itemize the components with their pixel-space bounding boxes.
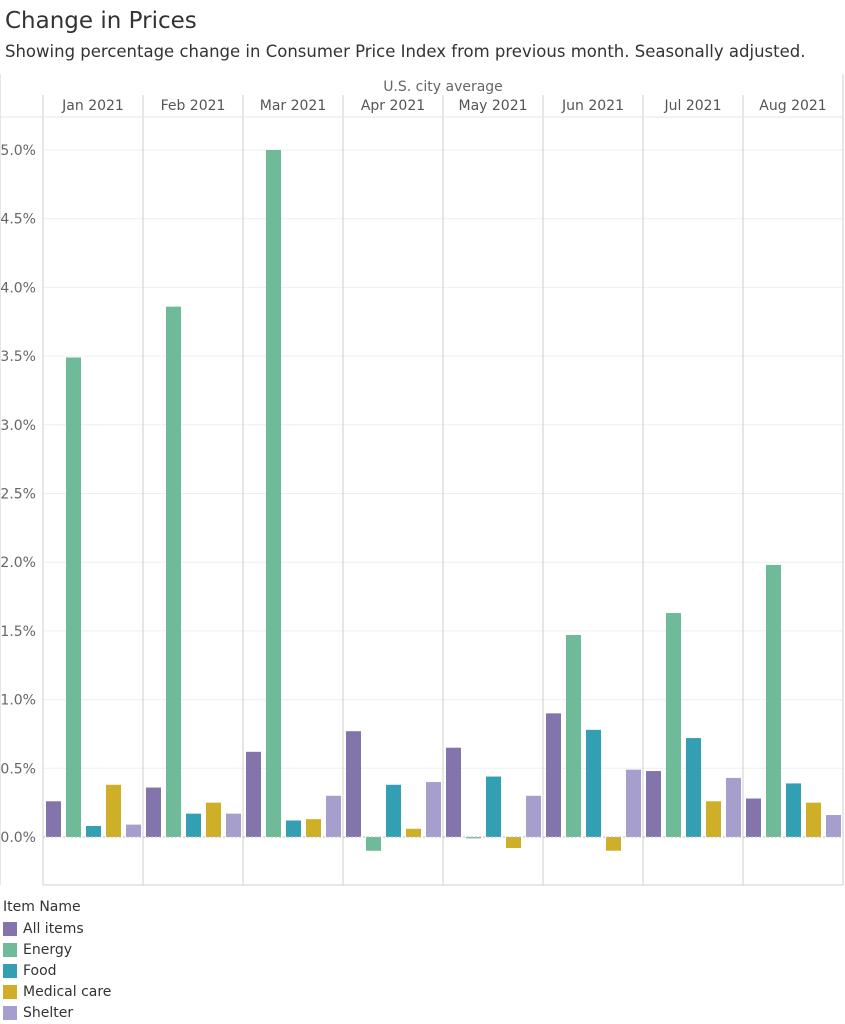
y-tick-label: 0.5% [0, 761, 36, 777]
bar-all-items[interactable] [246, 751, 261, 837]
chart-subtitle: Showing percentage change in Consumer Pr… [5, 42, 806, 61]
bar-medical-care[interactable] [106, 784, 121, 837]
bar-shelter[interactable] [826, 815, 841, 837]
bar-shelter[interactable] [426, 782, 441, 837]
legend-label: All items [23, 920, 84, 937]
bar-energy[interactable] [566, 635, 581, 837]
bar-all-items[interactable] [646, 771, 661, 837]
category-label: Jul 2021 [664, 98, 722, 114]
bar-food[interactable] [186, 813, 201, 837]
y-tick-label: 4.0% [0, 280, 36, 296]
legend-item[interactable]: Shelter [3, 1002, 111, 1023]
legend-swatch [3, 963, 17, 978]
bar-food[interactable] [86, 826, 101, 837]
bar-all-items[interactable] [446, 747, 461, 837]
bar-food[interactable] [386, 784, 401, 837]
y-tick-label: 2.5% [0, 487, 36, 503]
chart-title: Change in Prices [5, 8, 197, 34]
bar-energy[interactable] [66, 357, 81, 837]
legend-label: Shelter [23, 1004, 74, 1021]
category-label: Aug 2021 [759, 98, 826, 114]
bar-all-items[interactable] [546, 713, 561, 837]
y-tick-label: 5.0% [0, 143, 36, 159]
bar-all-items[interactable] [46, 801, 61, 837]
bar-food[interactable] [786, 783, 801, 837]
legend-item[interactable]: Medical care [3, 981, 111, 1002]
legend-item[interactable]: All items [3, 918, 111, 939]
bar-energy[interactable] [466, 837, 481, 839]
bar-medical-care[interactable] [706, 801, 721, 837]
y-tick-label: 4.5% [0, 212, 36, 228]
bar-food[interactable] [586, 729, 601, 837]
legend-item[interactable]: Energy [3, 939, 111, 960]
legend-title: Item Name [3, 899, 81, 915]
bar-all-items[interactable] [146, 787, 161, 837]
legend-label: Medical care [23, 983, 112, 1000]
bar-shelter[interactable] [326, 795, 341, 837]
category-label: Jun 2021 [561, 98, 624, 114]
legend-item[interactable]: Food [3, 960, 111, 981]
bar-medical-care[interactable] [806, 802, 821, 837]
bar-food[interactable] [286, 820, 301, 837]
bar-medical-care[interactable] [606, 837, 621, 851]
bar-energy[interactable] [766, 564, 781, 837]
legend-swatch [3, 984, 17, 999]
legend: Item Name All items Energy Food Medical car… [3, 899, 111, 1023]
bar-medical-care[interactable] [206, 802, 221, 837]
bar-energy[interactable] [166, 306, 181, 837]
y-tick-label: 1.5% [0, 624, 36, 640]
bar-shelter[interactable] [126, 824, 141, 837]
bar-all-items[interactable] [746, 798, 761, 837]
bar-food[interactable] [486, 776, 501, 837]
bar-medical-care[interactable] [406, 828, 421, 837]
bar-all-items[interactable] [346, 731, 361, 837]
bar-medical-care[interactable] [506, 837, 521, 848]
y-tick-label: 1.0% [0, 693, 36, 709]
y-tick-label: 2.0% [0, 555, 36, 571]
y-tick-label: 3.5% [0, 349, 36, 365]
bar-shelter[interactable] [626, 769, 641, 837]
legend-swatch [3, 921, 17, 936]
y-tick-label: 0.0% [0, 830, 36, 846]
bar-energy[interactable] [266, 150, 281, 837]
legend-swatch [3, 942, 17, 957]
bar-shelter[interactable] [226, 813, 241, 837]
y-tick-label: 3.0% [0, 418, 36, 434]
category-label: Mar 2021 [260, 98, 327, 114]
category-label: Feb 2021 [161, 98, 226, 114]
category-label: Jan 2021 [61, 98, 124, 114]
header-label: U.S. city average [383, 79, 503, 95]
legend-label: Food [23, 962, 57, 979]
legend-swatch [3, 1005, 17, 1020]
bar-energy[interactable] [666, 613, 681, 837]
category-label: May 2021 [458, 98, 527, 114]
bar-food[interactable] [686, 738, 701, 837]
category-label: Apr 2021 [361, 98, 425, 114]
bar-medical-care[interactable] [306, 819, 321, 837]
legend-label: Energy [23, 941, 73, 958]
bar-shelter[interactable] [726, 777, 741, 837]
bar-shelter[interactable] [526, 795, 541, 837]
bar-chart: U.S. city average 0.0% 0.5% 1.0% 1.5% 2.0% 2.5… [0, 74, 844, 886]
bar-energy[interactable] [366, 837, 381, 851]
